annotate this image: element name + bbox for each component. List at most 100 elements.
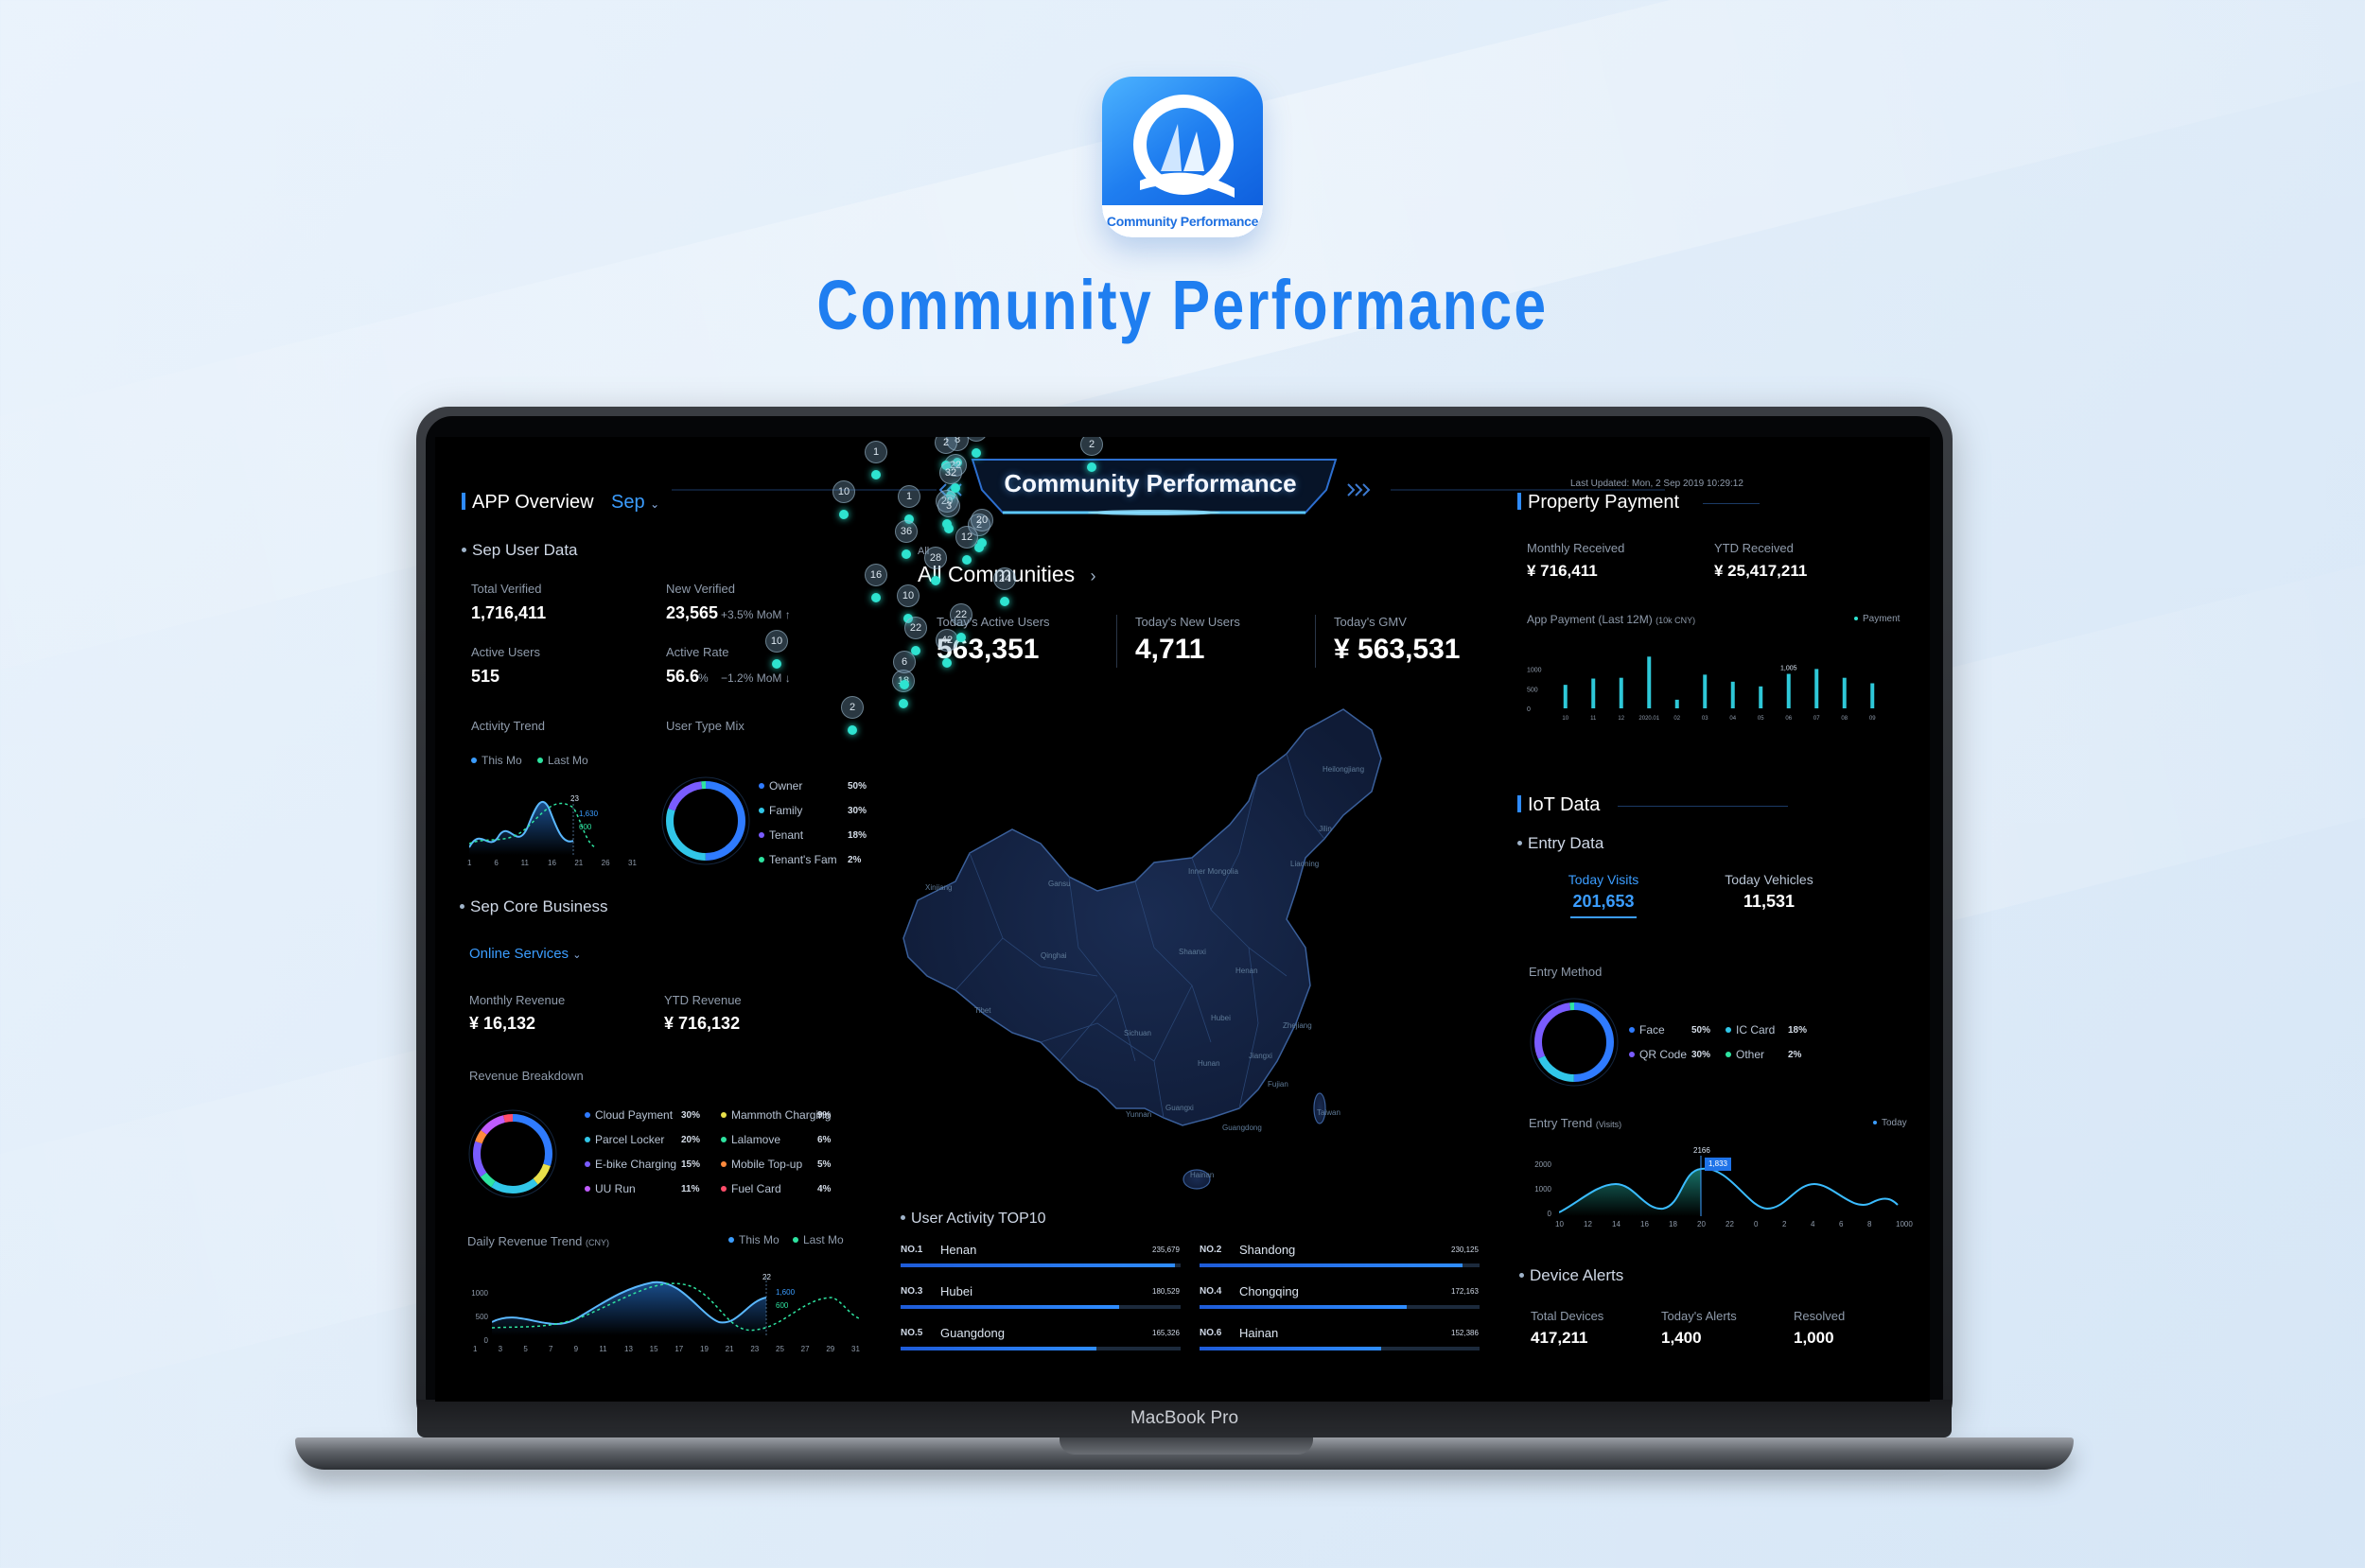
today-visits-tab[interactable]: Today Visits (1568, 872, 1639, 887)
axis-tick-label: 1000 (471, 1289, 488, 1298)
map-region-label: Gansu (1048, 880, 1071, 888)
axis-tick-label: 5 (523, 1345, 528, 1353)
monthly-revenue-value: ¥ 16,132 (469, 1014, 536, 1033)
legend-pct: 50% (1691, 1025, 1711, 1036)
activity-legend-last: Last Mo (537, 754, 588, 767)
legend-pct: 18% (848, 830, 867, 841)
axis-tick-label: 1 (473, 1345, 478, 1353)
axis-tick-label: 8 (1867, 1220, 1872, 1228)
top10-name: Hainan (1239, 1326, 1279, 1340)
active-rate-change: −1.2% MoM ↓ (721, 671, 791, 685)
daily-callout-a: 1,600 (776, 1288, 796, 1297)
activity-callout-a: 1,630 (579, 810, 599, 818)
legend-dot (759, 832, 764, 838)
legend-dot (759, 808, 764, 813)
legend-dot (585, 1112, 590, 1118)
axis-tick-label: 0 (1547, 1210, 1551, 1218)
top10-rank: NO.4 (1200, 1286, 1222, 1297)
map-region-label: Liaoning (1290, 860, 1320, 868)
top10-bar-fill (901, 1305, 1119, 1309)
axis-tick-label: 27 (800, 1345, 810, 1353)
ytd-received-value: ¥ 25,417,211 (1714, 562, 1808, 580)
top10-value: 165,326 (1152, 1329, 1180, 1337)
top10-rank: NO.6 (1200, 1328, 1222, 1338)
axis-tick-label: 16 (548, 859, 556, 867)
axis-tick-label: 10 (1555, 1220, 1564, 1228)
map-pin-badge[interactable]: 10 (765, 630, 788, 653)
logo-q-icon (1133, 95, 1235, 198)
today-vehicles-tab[interactable]: Today Vehicles (1725, 872, 1813, 887)
map-region-label: Yunnan (1126, 1110, 1152, 1119)
map-pin-badge[interactable]: 10 (897, 584, 920, 607)
legend-item: Lalamove 6% (721, 1133, 831, 1146)
activity-x-axis: 1 6 11 16 21 26 31 (467, 859, 637, 870)
brand-title: Community Performance (816, 266, 1549, 344)
axis-tick-label: 3 (498, 1345, 503, 1353)
axis-tick-label: 6 (494, 859, 499, 867)
map-location-dot (902, 549, 911, 559)
map-region-label: Hubei (1211, 1014, 1231, 1022)
legend-pct: 50% (848, 781, 867, 792)
header-decoration (672, 459, 1665, 515)
payment-x-tick: 11 (1590, 716, 1597, 722)
donut-slice (473, 1114, 552, 1193)
donut-slice (666, 781, 745, 861)
map-region-label: Sichuan (1124, 1029, 1151, 1037)
axis-tick-label: 2000 (1534, 1160, 1551, 1169)
map-pin-badge[interactable]: 16 (865, 564, 887, 586)
active-users-value: 515 (471, 667, 500, 686)
active-users-label: Active Users (471, 645, 540, 659)
kpi-new-users-label: Today's New Users (1135, 615, 1240, 629)
axis-tick-label: 13 (624, 1345, 633, 1353)
todays-alerts-label: Today's Alerts (1661, 1309, 1737, 1323)
donut-slice (1534, 1002, 1614, 1082)
legend-item: Tenant's Fam 2% (759, 853, 861, 866)
legend-label: Other (1736, 1048, 1765, 1061)
kpi-new-users-value: 4,711 (1135, 634, 1205, 665)
device-alerts-title: Device Alerts (1519, 1266, 1623, 1285)
payment-bar (1703, 674, 1708, 708)
map-pin-badge[interactable]: 22 (904, 617, 927, 639)
entry-peak-label: 2166 (1693, 1146, 1710, 1155)
donut-slice (1534, 1002, 1614, 1082)
scope-label: All (918, 546, 930, 557)
month-dropdown[interactable]: Sep ⌄ (611, 492, 659, 514)
payment-x-tick: 07 (1813, 716, 1820, 722)
legend-item: QR Code 30% (1629, 1048, 1710, 1061)
user-type-legend: Owner 50% Family 30% Tenant 18% Tenant's Fam 2% (759, 779, 867, 866)
legend-pct: 6% (817, 1135, 832, 1145)
axis-tick-label: 31 (628, 859, 637, 867)
top10-bar-track (901, 1305, 1181, 1309)
map-region-label: Guangdong (1222, 1124, 1262, 1132)
top10-bar-track (1200, 1347, 1480, 1350)
total-verified-label: Total Verified (471, 582, 542, 596)
daily-legend-last: Last Mo (793, 1233, 844, 1246)
axis-tick-label: 500 (475, 1313, 488, 1321)
axis-tick-label: 21 (574, 859, 584, 867)
axis-tick-label: 1 (467, 859, 472, 867)
all-communities-selector[interactable]: All Communities › (918, 562, 1096, 587)
daily-callout-b: 600 (776, 1301, 789, 1310)
map-region-label: Tibet (974, 1006, 991, 1015)
new-verified-change: +3.5% MoM ↑ (721, 608, 791, 621)
legend-pct: 15% (681, 1159, 701, 1170)
legend-item: UU Run 11% (585, 1182, 699, 1195)
app-payment-chart: 1000 500 0 10 11 12 2020.01 02 03 04 05 06 07 08 09 1,0… (1527, 656, 1876, 722)
legend-pct: 11% (681, 1184, 700, 1194)
online-services-dropdown[interactable]: Online Services ⌄ (469, 946, 581, 962)
top10-value: 172,163 (1451, 1287, 1479, 1296)
legend-pct: 5% (817, 1159, 832, 1170)
payment-bar (1814, 669, 1819, 708)
map-region-label: Taiwan (1317, 1108, 1340, 1117)
map-region-label: Jilin (1319, 825, 1332, 833)
payment-y-tick: 1000 (1527, 668, 1542, 674)
top10-rank: NO.3 (901, 1286, 923, 1297)
kpi-gmv-label: Today's GMV (1334, 615, 1407, 629)
daily-trend-title: Daily Revenue Trend (CNY) (467, 1234, 610, 1248)
map-region-label: Shaanxi (1179, 948, 1206, 956)
axis-tick-label: 31 (851, 1345, 860, 1353)
app-payment-legend: Payment (1854, 614, 1900, 624)
legend-label: Mammoth Charging (731, 1108, 832, 1122)
monthly-received-value: ¥ 716,411 (1527, 562, 1598, 580)
entry-callout: 1,833 (1708, 1159, 1728, 1168)
